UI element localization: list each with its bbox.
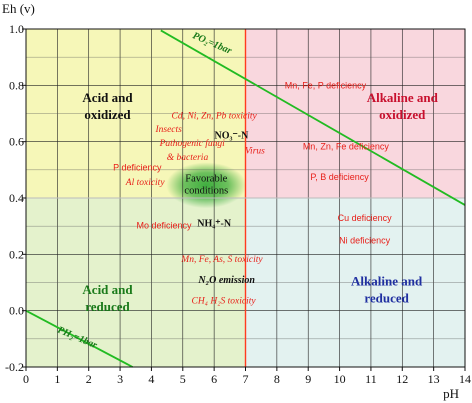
ph2-line xyxy=(25,309,134,368)
x-tick-label: 7 xyxy=(243,372,249,386)
species-label: NO₃⁻-N xyxy=(214,130,249,141)
zone-label-alkaline-reduced: Alkaline and xyxy=(351,273,423,288)
favorable-label: conditions xyxy=(184,185,228,196)
zone-label-acid-reduced: reduced xyxy=(85,299,130,314)
x-axis-title: pH xyxy=(443,386,459,401)
annotation-label: Mn, Fe, P deficiency xyxy=(285,81,367,91)
x-tick-label: 6 xyxy=(211,372,217,386)
annotation-label: Mn, Fe, As, S toxicity xyxy=(180,255,263,265)
zone-label-acid-oxidized: oxidized xyxy=(84,107,131,122)
favorable-label: Favorable xyxy=(185,173,227,184)
x-tick-label: 14 xyxy=(459,372,471,386)
y-tick-label: 0.6 xyxy=(9,135,24,149)
x-tick-label: 11 xyxy=(365,372,377,386)
x-tick-label: 0 xyxy=(23,372,29,386)
species-label: NH₄⁺-N xyxy=(197,219,232,230)
zone-label-acid-oxidized: Acid and xyxy=(82,90,133,105)
x-tick-label: 2 xyxy=(86,372,92,386)
y-axis-title: Eh (v) xyxy=(2,1,35,16)
annotation-label: Ni deficiency xyxy=(339,236,391,246)
y-tick-label: 0.8 xyxy=(9,78,24,92)
y-tick-label: -0.2 xyxy=(5,360,24,374)
y-tick-label: 0.4 xyxy=(9,191,24,205)
x-tick-label: 10 xyxy=(334,372,346,386)
annotation-label: P, B deficiency xyxy=(310,172,369,182)
annotation-label: Virus xyxy=(245,146,265,156)
annotation-label: Pathogenic fungi xyxy=(159,138,226,149)
annotation-label: P deficiency xyxy=(113,163,162,173)
species-label: N₂O emission xyxy=(197,275,255,286)
x-tick-label: 5 xyxy=(180,372,186,386)
favorable-layer xyxy=(166,162,247,209)
annotation-label: CH₄ H₂S toxicity xyxy=(191,297,256,307)
y-tick-label: 0.2 xyxy=(9,247,24,261)
zone-label-alkaline-oxidized: Alkaline and xyxy=(367,90,439,105)
po2-line xyxy=(160,29,466,206)
boundary-lines-layer xyxy=(25,29,466,368)
annotation-label: Mn, Zn, Fe deficiency xyxy=(303,141,390,151)
zone-label-alkaline-oxidized: oxidized xyxy=(379,107,426,122)
annotation-label: Cd, Ni, Zn, Pb toxicity xyxy=(172,111,258,121)
y-tick-label: 1.0 xyxy=(9,22,24,36)
x-tick-label: 4 xyxy=(148,372,154,386)
x-tick-label: 12 xyxy=(396,372,408,386)
x-tick-label: 1 xyxy=(54,372,60,386)
annotation-label: Insects xyxy=(154,125,182,135)
zone-label-alkaline-reduced: reduced xyxy=(364,290,409,305)
x-tick-label: 9 xyxy=(305,372,311,386)
annotation-label: Cu deficiency xyxy=(338,213,393,223)
annotation-label: Mo deficiency xyxy=(136,220,192,230)
favorable-conditions-blob xyxy=(166,162,247,209)
y-tick-label: 0.0 xyxy=(9,304,24,318)
annotation-label: Al toxicity xyxy=(125,178,166,188)
x-tick-label: 8 xyxy=(274,372,280,386)
x-tick-label: 3 xyxy=(117,372,123,386)
annotation-label: & bacteria xyxy=(167,153,209,163)
zone-label-acid-reduced: Acid and xyxy=(82,282,133,297)
x-tick-label: 13 xyxy=(428,372,440,386)
